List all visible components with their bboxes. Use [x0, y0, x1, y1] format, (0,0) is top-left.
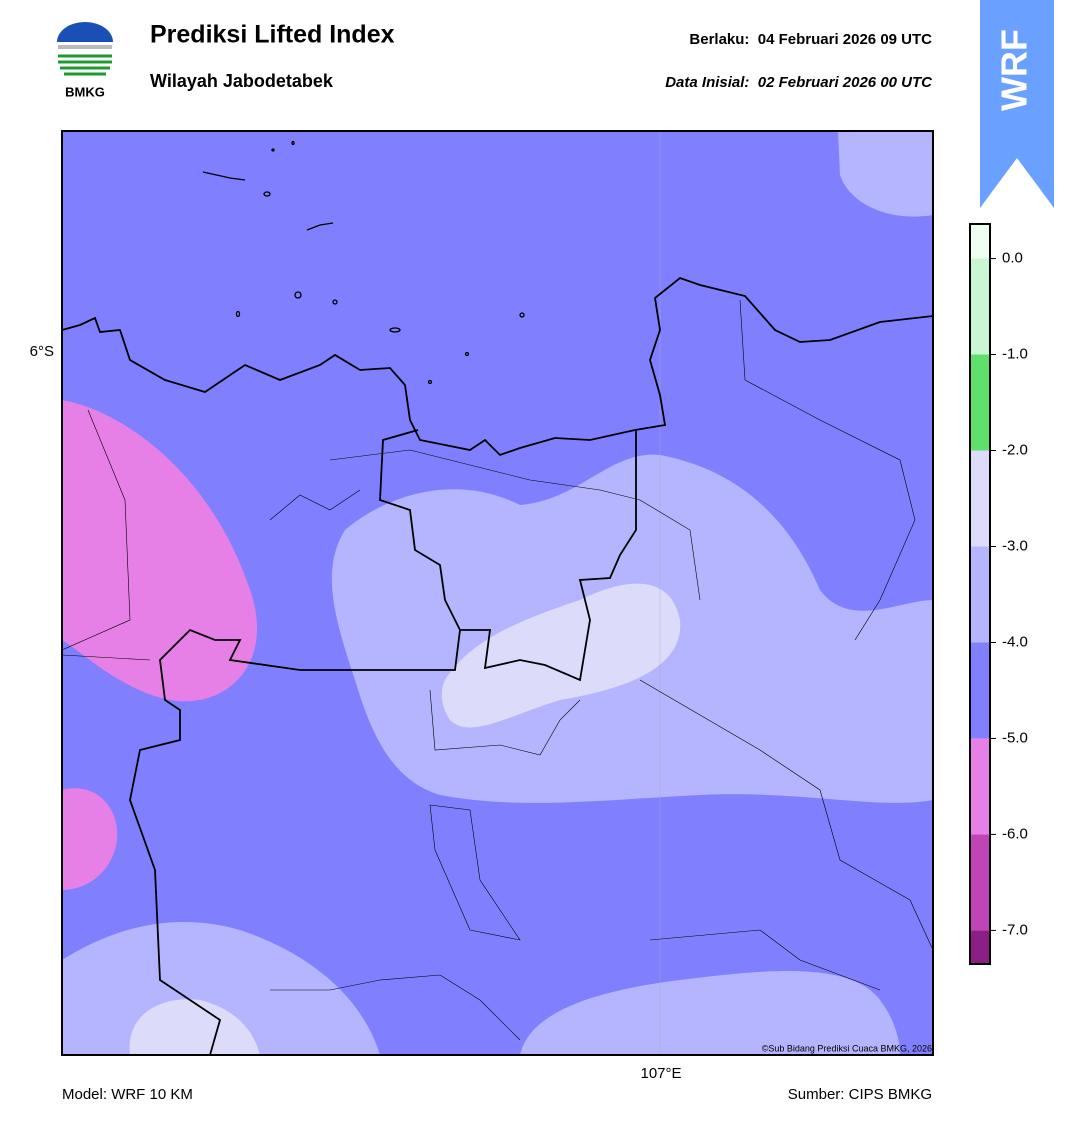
- colorbar-band: [970, 354, 990, 451]
- colorbar-tick-label: -2.0: [1002, 441, 1028, 458]
- colorbar-tick-label: -6.0: [1002, 825, 1028, 842]
- colorbar-tick-label: -4.0: [1002, 633, 1028, 650]
- colorbar-band: [970, 642, 990, 739]
- lon-label: 107°E: [640, 1065, 681, 1082]
- footer-source: Sumber: CIPS BMKG: [788, 1086, 932, 1103]
- colorbar-band: [970, 834, 990, 931]
- colorbar-band: [970, 930, 990, 964]
- colorbar-band: [970, 450, 990, 547]
- colorbar-tick-label: -5.0: [1002, 729, 1028, 746]
- map-frame: [61, 130, 934, 1056]
- credit: ©Sub Bidang Prediksi Cuaca BMKG, 2026: [762, 1043, 932, 1053]
- colorbar-tick-label: -3.0: [1002, 537, 1028, 554]
- colorbar-frame: [969, 223, 991, 965]
- colorbar-tick-label: -7.0: [1002, 921, 1028, 938]
- colorbar-band: [970, 224, 990, 259]
- colorbar: 0.0 -1.0 -2.0 -3.0 -4.0 -5.0 -6.0 -7.0: [969, 223, 1028, 965]
- colorbar-tick-label: 0.0: [1002, 250, 1023, 267]
- logo: BMKG: [57, 22, 113, 99]
- map: ©Sub Bidang Prediksi Cuaca BMKG, 2026: [62, 131, 933, 1055]
- colorbar-band: [970, 546, 990, 643]
- title: Prediksi Lifted Index: [150, 21, 395, 49]
- subtitle: Wilayah Jabodetabek: [150, 71, 334, 91]
- badge: [980, 0, 1054, 208]
- colorbar-tick-label: -1.0: [1002, 346, 1028, 363]
- init-time: Data Inisial: 02 Februari 2026 00 UTC: [665, 74, 933, 91]
- logo-text: BMKG: [65, 84, 105, 99]
- badge-text: WRF: [994, 29, 1035, 111]
- footer-model: Model: WRF 10 KM: [62, 1086, 193, 1103]
- colorbar-band: [970, 258, 990, 355]
- colorbar-band: [970, 738, 990, 835]
- valid-time: Berlaku: 04 Februari 2026 09 UTC: [689, 31, 932, 48]
- lat-label: 6°S: [30, 343, 54, 360]
